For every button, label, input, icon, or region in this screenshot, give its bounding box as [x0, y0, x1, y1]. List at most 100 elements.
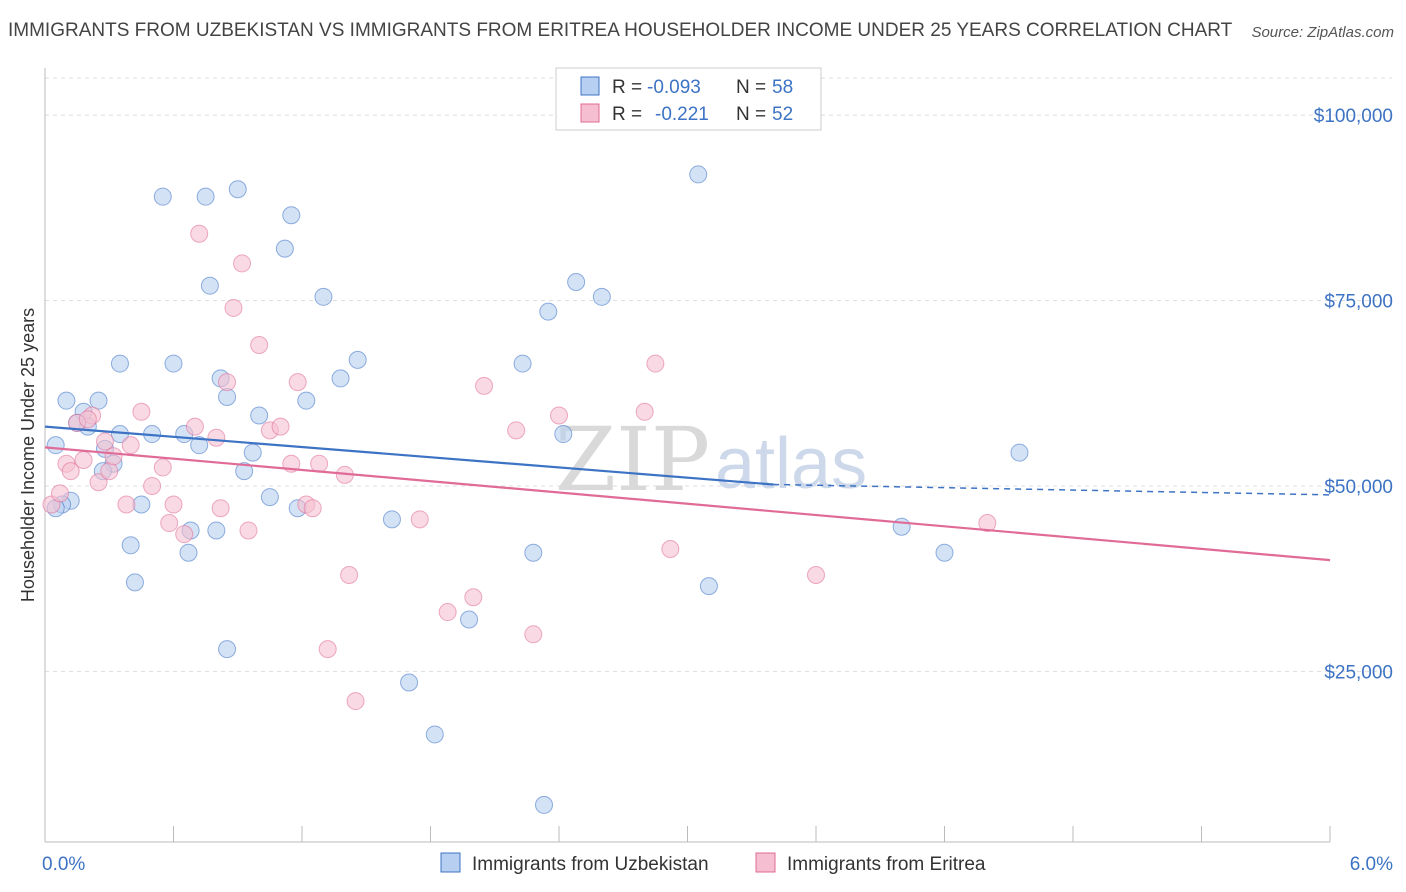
point-eritrea [410, 510, 429, 529]
point-uzbekistan [425, 725, 444, 744]
point-eritrea [153, 458, 172, 477]
point-eritrea [121, 436, 140, 455]
point-uzbekistan [348, 350, 367, 369]
point-uzbekistan [110, 354, 129, 373]
point-uzbekistan [250, 406, 269, 425]
point-eritrea [224, 298, 243, 317]
trend-lines [44, 425, 1331, 562]
point-uzbekistan [331, 369, 350, 388]
point-uzbekistan [400, 673, 419, 692]
series-legend-swatch-uzbekistan [440, 852, 461, 873]
point-uzbekistan [46, 436, 65, 455]
point-eritrea [978, 514, 997, 533]
point-eritrea [233, 254, 252, 273]
point-eritrea [507, 421, 526, 440]
y-tick-label: $100,000 [1314, 106, 1393, 127]
point-uzbekistan [125, 573, 144, 592]
point-uzbekistan [275, 239, 294, 258]
point-uzbekistan [218, 640, 237, 659]
point-eritrea [318, 640, 337, 659]
legend-r-value-1: -0.093 [647, 77, 701, 98]
point-uzbekistan [132, 495, 151, 514]
point-uzbekistan [382, 510, 401, 529]
point-eritrea [160, 514, 179, 533]
point-uzbekistan [164, 354, 183, 373]
series-legend-swatch-eritrea [755, 852, 776, 873]
point-uzbekistan [207, 521, 226, 540]
point-eritrea [340, 565, 359, 584]
point-uzbekistan [235, 462, 254, 481]
point-eritrea [185, 417, 204, 436]
point-eritrea [475, 376, 494, 395]
point-eritrea [100, 462, 119, 481]
y-tick-label: $50,000 [1324, 477, 1393, 498]
point-eritrea [50, 484, 69, 503]
point-uzbekistan [314, 287, 333, 306]
point-eritrea [346, 692, 365, 711]
point-eritrea [95, 432, 114, 451]
point-eritrea [524, 625, 543, 644]
point-eritrea [207, 428, 226, 447]
source-label: Source: ZipAtlas.com [1251, 24, 1394, 41]
point-eritrea [646, 354, 665, 373]
legend-r-label-2: R = [612, 104, 642, 125]
watermark-zip: ZIP [555, 408, 710, 511]
point-eritrea [89, 473, 108, 492]
legend-swatch-eritrea [580, 103, 600, 123]
y-axis-label: Householder Income Under 25 years [18, 308, 38, 602]
point-eritrea [288, 373, 307, 392]
point-eritrea [250, 336, 269, 355]
series-legend-label-uzbekistan: Immigrants from Uzbekistan [472, 854, 709, 875]
series-legend: Immigrants from Uzbekistan Immigrants fr… [440, 852, 986, 875]
point-eritrea [190, 224, 209, 243]
point-uzbekistan [228, 180, 247, 199]
point-uzbekistan [699, 577, 718, 596]
point-uzbekistan [282, 206, 301, 225]
point-uzbekistan [524, 543, 543, 562]
trend-line-eritrea [44, 446, 1331, 562]
legend-swatch-uzbekistan [580, 76, 600, 96]
point-eritrea [239, 521, 258, 540]
point-uzbekistan [1010, 443, 1029, 462]
point-uzbekistan [297, 391, 316, 410]
point-eritrea [303, 499, 322, 518]
grid-lines [45, 77, 1392, 672]
y-tick-labels: $25,000 $50,000 $75,000 $100,000 [1314, 106, 1393, 683]
point-uzbekistan [567, 272, 586, 291]
point-eritrea [271, 417, 290, 436]
stats-legend: R = -0.093 N = 58 R = -0.221 N = 52 [555, 67, 822, 131]
x-tick-label-start: 0.0% [42, 854, 85, 875]
trend-line-uzbekistan-extension [773, 483, 1331, 496]
point-eritrea [78, 410, 97, 429]
point-eritrea [143, 476, 162, 495]
legend-r-label-1: R = [612, 77, 642, 98]
point-eritrea [132, 402, 151, 421]
point-uzbekistan [535, 795, 554, 814]
point-uzbekistan [153, 187, 172, 206]
point-uzbekistan [179, 543, 198, 562]
point-uzbekistan [260, 488, 279, 507]
legend-n-label-2: N = [736, 104, 766, 125]
axes [44, 68, 1331, 843]
point-uzbekistan [57, 391, 76, 410]
point-eritrea [807, 565, 825, 584]
point-eritrea [74, 451, 93, 469]
point-eritrea [661, 540, 680, 559]
legend-n-value-2: 52 [772, 104, 793, 125]
point-uzbekistan [89, 391, 108, 410]
y-tick-label: $25,000 [1324, 662, 1393, 683]
point-uzbekistan [935, 543, 954, 562]
point-uzbekistan [460, 610, 479, 629]
x-tick-label-end: 6.0% [1350, 854, 1393, 875]
point-eritrea [438, 603, 457, 622]
watermark-atlas: atlas [715, 424, 867, 504]
point-eritrea [310, 454, 329, 473]
point-eritrea [117, 495, 136, 514]
point-eritrea [175, 525, 194, 544]
x-tick-labels: 0.0% 6.0% [42, 854, 1393, 875]
y-tick-label: $75,000 [1324, 292, 1393, 313]
point-uzbekistan [689, 165, 708, 184]
point-uzbekistan [892, 517, 911, 536]
point-uzbekistan [243, 443, 262, 462]
